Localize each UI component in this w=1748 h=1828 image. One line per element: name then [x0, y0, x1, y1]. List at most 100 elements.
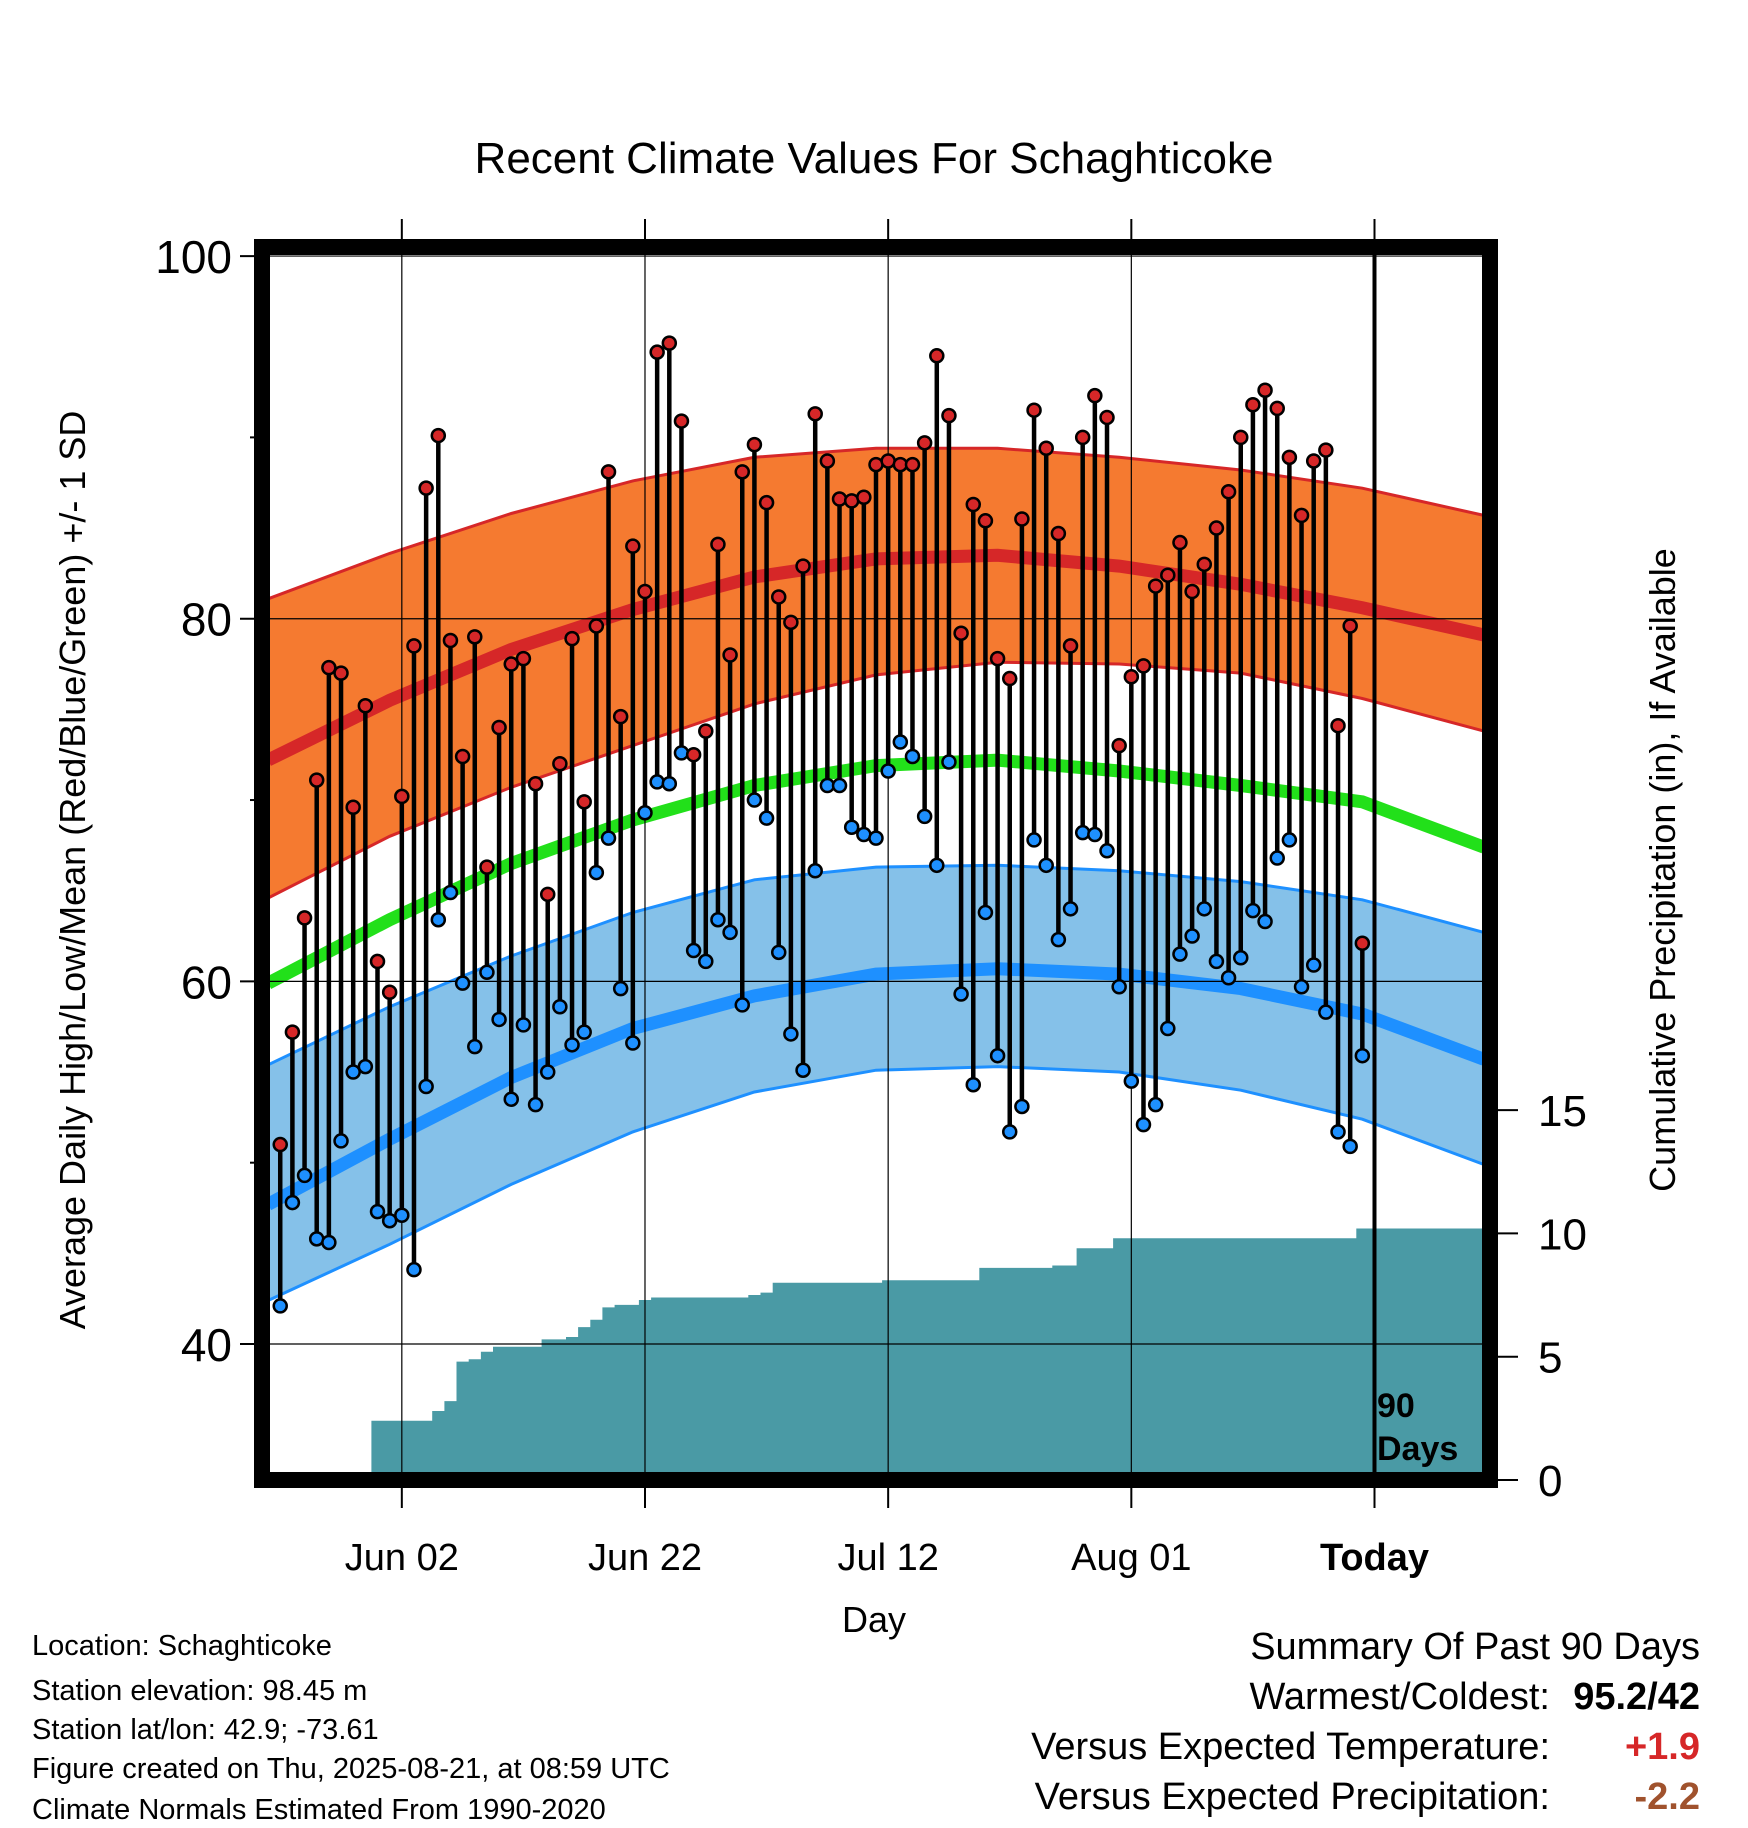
daily-low-point	[1196, 901, 1213, 917]
daily-high-point	[467, 629, 483, 645]
daily-high-point	[1318, 442, 1334, 458]
x-tick-label: Jul 12	[837, 1537, 938, 1579]
daily-low-point	[685, 942, 702, 959]
daily-low-point	[916, 808, 933, 825]
daily-low-point	[418, 1078, 434, 1095]
daily-low-point	[1062, 901, 1079, 917]
daily-low-point	[892, 734, 909, 750]
daily-low-point	[1014, 1098, 1030, 1115]
daily-low-point	[649, 774, 665, 790]
low-normal-line	[265, 962, 1487, 1211]
daily-high-point	[527, 775, 544, 792]
daily-low-point	[734, 997, 751, 1013]
daily-low-point	[843, 819, 860, 835]
daily-high-point	[272, 1136, 288, 1153]
daily-high-point	[296, 910, 313, 926]
daily-low-point	[941, 754, 957, 770]
daily-low-point	[430, 911, 447, 928]
daily-high-point	[746, 436, 763, 453]
daily-low-point	[381, 1212, 398, 1229]
daily-low-point	[831, 777, 848, 794]
daily-low-point	[1087, 826, 1103, 843]
daily-high-point	[1038, 440, 1054, 457]
summary-temp-value: +1.9	[1624, 1726, 1700, 1768]
y2-axis-label: Cumulative Precipitation (in), If Availa…	[1642, 548, 1683, 1192]
daily-low-point	[783, 1026, 799, 1042]
daily-low-point	[612, 980, 629, 997]
y-tick-label: 40	[181, 1319, 232, 1371]
daily-high-point	[552, 756, 568, 772]
daily-low-point	[977, 904, 994, 921]
daily-low-point	[1293, 979, 1310, 995]
daily-high-point	[1050, 525, 1067, 542]
daily-high-point	[576, 794, 592, 810]
daily-high-point	[625, 538, 641, 554]
daily-low-point	[600, 830, 617, 846]
daily-low-point	[929, 857, 945, 874]
daily-high-point	[430, 427, 447, 444]
daily-low-point	[1099, 843, 1115, 859]
daily-high-point	[1330, 717, 1346, 734]
daily-low-point	[284, 1194, 301, 1211]
y-axis-label: Average Daily High/Low/Mean (Red/Blue/Gr…	[52, 411, 93, 1330]
daily-high-point	[661, 335, 678, 351]
summary-temp-label: Versus Expected Temperature:	[1031, 1726, 1550, 1768]
daily-high-point	[953, 625, 969, 641]
daily-high-point	[977, 513, 994, 529]
today-marker-label-days-count: 90	[1377, 1387, 1415, 1425]
daily-low-point	[552, 998, 568, 1015]
daily-high-point	[381, 984, 398, 1000]
daily-low-point	[661, 775, 678, 792]
daily-low-point	[880, 763, 896, 779]
daily-low-point	[625, 1035, 641, 1051]
daily-low-point	[333, 1133, 349, 1149]
daily-high-point	[1208, 520, 1225, 536]
daily-high-point	[673, 413, 690, 429]
summary-precip-value: -2.2	[1634, 1776, 1700, 1818]
daily-high-point	[1354, 935, 1371, 952]
info-created: Figure created on Thu, 2025-08-21, at 08…	[32, 1753, 670, 1785]
info-elevation: Station elevation: 98.45 m	[32, 1675, 368, 1707]
daily-low-point	[345, 1064, 361, 1080]
daily-high-point	[758, 494, 775, 511]
daily-low-point	[1318, 1004, 1334, 1020]
daily-high-point	[929, 348, 945, 364]
y2-tick-label: 15	[1538, 1087, 1587, 1136]
daily-low-point	[503, 1091, 519, 1107]
daily-low-point	[1147, 1096, 1164, 1113]
daily-low-point	[1257, 913, 1273, 930]
low-lower-line	[267, 1065, 1485, 1302]
daily-low-point	[673, 745, 690, 761]
daily-high-point	[710, 536, 726, 553]
daily-low-point	[1074, 824, 1091, 841]
daily-low-point	[1342, 1138, 1358, 1155]
daily-high-point	[734, 464, 751, 480]
chart-title: Recent Climate Values For Schaghticoke	[475, 134, 1274, 183]
daily-low-point	[357, 1058, 374, 1075]
daily-high-point	[454, 748, 471, 765]
x-tick-label: Jun 02	[345, 1537, 459, 1579]
daily-low-point	[1269, 850, 1285, 866]
daily-low-point	[953, 986, 969, 1002]
y-tick-label: 80	[181, 594, 232, 646]
daily-low-point	[369, 1203, 386, 1220]
y-tick-label: 60	[181, 956, 232, 1008]
daily-high-point	[539, 886, 556, 903]
daily-low-point	[1135, 1116, 1152, 1133]
daily-high-point	[345, 799, 361, 816]
daily-low-point	[296, 1167, 313, 1184]
daily-low-point	[698, 953, 714, 970]
summary-precip-label: Versus Expected Precipitation:	[1034, 1776, 1550, 1818]
y2-tick-label: 5	[1538, 1334, 1562, 1383]
daily-high-point	[783, 614, 799, 631]
y2-tick-label: 10	[1538, 1210, 1587, 1259]
daily-low-point	[272, 1298, 288, 1314]
precipitation-area	[274, 1228, 1490, 1480]
daily-high-point	[795, 558, 811, 574]
daily-low-point	[1001, 1124, 1018, 1140]
daily-high-point	[1184, 583, 1200, 600]
daily-low-point	[1245, 902, 1261, 919]
info-normals: Climate Normals Estimated From 1990-2020	[32, 1794, 606, 1826]
daily-low-point	[722, 924, 738, 941]
daily-low-point	[1172, 946, 1188, 962]
